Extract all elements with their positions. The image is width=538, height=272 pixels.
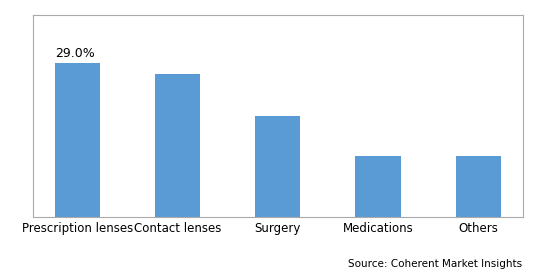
Text: Source: Coherent Market Insights: Source: Coherent Market Insights xyxy=(348,259,522,269)
Bar xyxy=(356,156,400,217)
Bar xyxy=(255,116,300,217)
Bar xyxy=(155,74,200,217)
Bar xyxy=(456,156,501,217)
Bar xyxy=(55,63,100,217)
Text: 29.0%: 29.0% xyxy=(55,47,95,60)
